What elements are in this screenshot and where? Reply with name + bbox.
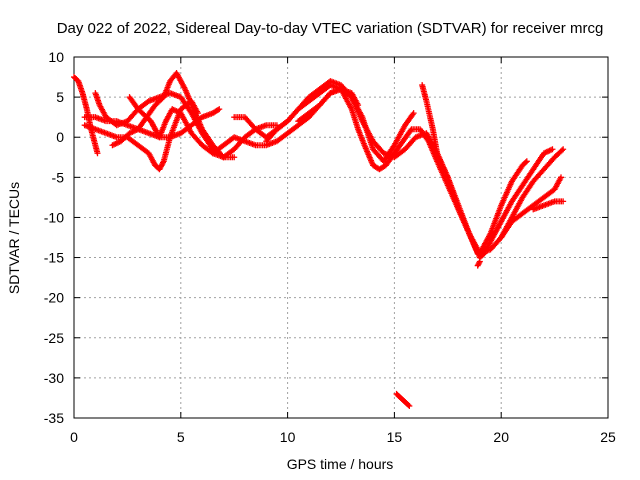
- series-track-11: [419, 82, 565, 257]
- series-track-13: [530, 198, 567, 213]
- data-point: [160, 159, 166, 166]
- x-tick-label: 20: [493, 429, 509, 445]
- x-tick-label: 5: [177, 429, 185, 445]
- x-axis-label: GPS time / hours: [286, 456, 394, 472]
- x-tick-label: 15: [387, 429, 403, 445]
- x-tick-label: 10: [280, 429, 296, 445]
- chart-title: Day 022 of 2022, Sidereal Day-to-day VTE…: [56, 20, 604, 37]
- data-point: [558, 147, 565, 154]
- y-tick-label: -35: [44, 410, 64, 426]
- data-point: [522, 159, 529, 166]
- data-point: [407, 127, 414, 134]
- y-tick-label: -30: [44, 370, 64, 386]
- axes: 0 5 10 15 20 25 10 5 0 -5 -10 -15 -20 -25 -30 -35: [44, 49, 616, 445]
- series-track-9: [263, 78, 556, 261]
- data-point: [405, 401, 412, 408]
- series-track-14: [474, 258, 483, 269]
- data-point: [231, 154, 238, 161]
- y-tick-label: -25: [44, 330, 64, 346]
- data-marks: [71, 70, 567, 409]
- data-point: [560, 146, 567, 153]
- data-point: [406, 402, 413, 409]
- y-tick-label: 10: [48, 49, 64, 65]
- series-track-10: [295, 86, 417, 165]
- data-point: [476, 258, 483, 265]
- y-tick-label: 5: [56, 89, 64, 105]
- series-track-3: [81, 98, 201, 173]
- data-point: [94, 150, 101, 157]
- series-track-15: [393, 390, 413, 409]
- x-tick-label: 0: [70, 429, 78, 445]
- data-point: [558, 174, 565, 181]
- y-tick-label: -20: [44, 290, 64, 306]
- data-point: [216, 106, 223, 113]
- y-tick-label: -10: [44, 209, 64, 225]
- y-tick-label: 0: [56, 129, 64, 145]
- y-axis-label: SDTVAR / TECUs: [6, 181, 22, 295]
- data-point: [409, 111, 416, 118]
- data-point: [560, 198, 567, 205]
- data-point: [523, 158, 530, 165]
- series-track-12: [498, 146, 567, 241]
- data-point: [476, 259, 483, 266]
- plot-frame: [73, 56, 609, 419]
- grid-lines: [74, 57, 608, 418]
- series-track-1: [71, 74, 101, 157]
- series-track-8: [231, 82, 530, 257]
- data-point: [214, 106, 221, 113]
- y-tick-label: -15: [44, 250, 64, 266]
- data-point: [410, 110, 417, 117]
- x-tick-label: 25: [600, 429, 616, 445]
- y-tick-label: -5: [52, 169, 65, 185]
- data-point: [549, 146, 556, 153]
